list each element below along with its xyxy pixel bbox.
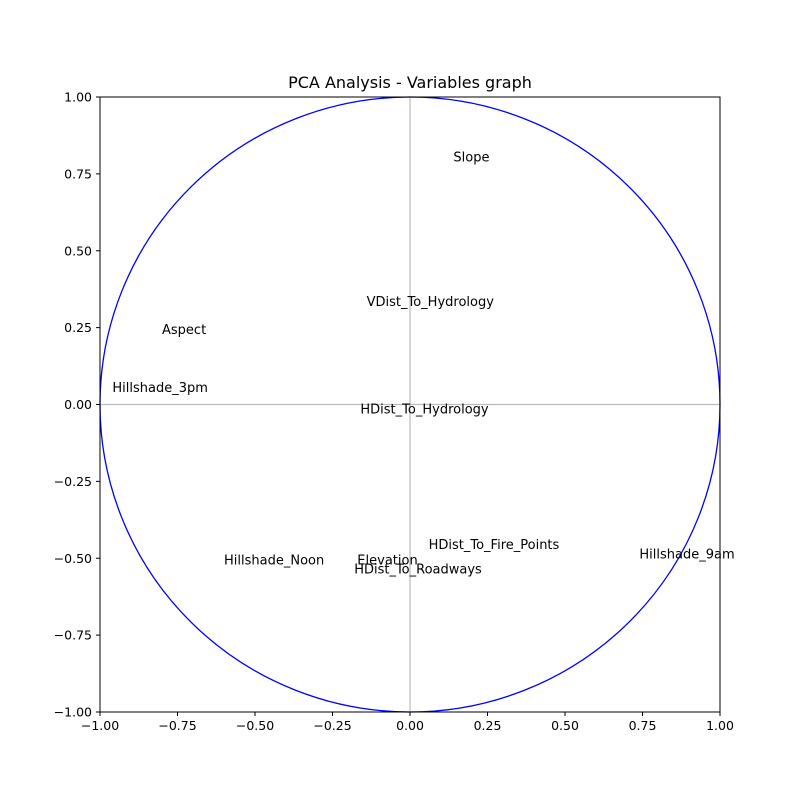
point-label: HDist_To_Fire_Points bbox=[429, 538, 560, 553]
y-tick-label: 0.75 bbox=[64, 166, 92, 181]
y-tick-label: −1.00 bbox=[54, 705, 92, 720]
x-tick-label: −0.75 bbox=[158, 718, 196, 733]
x-tick-label: −0.50 bbox=[236, 718, 274, 733]
point-label: Aspect bbox=[162, 323, 206, 338]
y-tick-label: −0.75 bbox=[54, 628, 92, 643]
point-label: Elevation bbox=[357, 553, 417, 568]
y-tick-label: 0.50 bbox=[64, 243, 92, 258]
y-tick-label: 1.00 bbox=[64, 90, 92, 105]
point-label: Hillshade_9am bbox=[639, 547, 734, 562]
y-tick-label: −0.50 bbox=[54, 551, 92, 566]
x-tick-label: −1.00 bbox=[81, 718, 119, 733]
point-labels: Slope VDist_To_Hydrology Aspect Hillshade_3… bbox=[112, 151, 734, 578]
x-tick-label: 0.25 bbox=[474, 718, 502, 733]
x-tick-label: 0.00 bbox=[396, 718, 424, 733]
x-tick-label: −0.25 bbox=[313, 718, 351, 733]
x-tick-label: 0.75 bbox=[629, 718, 657, 733]
point-label: Slope bbox=[453, 151, 489, 166]
x-tick-label: 1.00 bbox=[706, 718, 734, 733]
y-tick-label: −0.25 bbox=[54, 474, 92, 489]
point-label: Hillshade_3pm bbox=[112, 381, 208, 396]
axis-ticks: −1.00 −0.75 −0.50 −0.25 0.00 0.25 0.50 0.75 1.00… bbox=[54, 90, 734, 734]
point-label: HDist_To_Roadways bbox=[354, 563, 482, 578]
x-tick-label: 0.50 bbox=[551, 718, 579, 733]
y-tick-label: 0.25 bbox=[64, 320, 92, 335]
point-label: VDist_To_Hydrology bbox=[367, 295, 495, 310]
point-label: Hillshade_Noon bbox=[224, 553, 324, 568]
point-label: HDist_To_Hydrology bbox=[360, 403, 489, 418]
chart-title: PCA Analysis - Variables graph bbox=[288, 73, 532, 92]
y-tick-label: 0.00 bbox=[64, 397, 92, 412]
